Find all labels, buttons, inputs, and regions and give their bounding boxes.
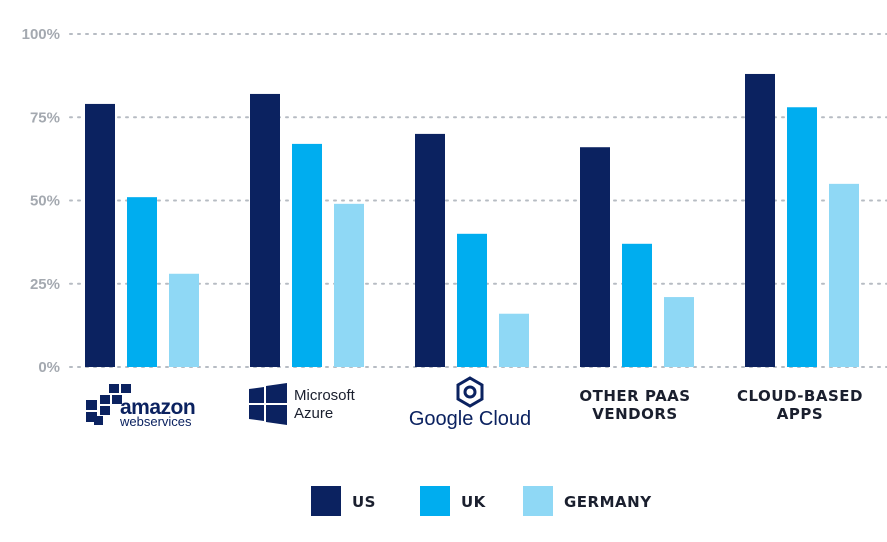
webservices-wordmark: webservices — [119, 414, 192, 429]
bar-us-4 — [745, 73, 775, 368]
bar-germany-4 — [829, 183, 859, 367]
y-tick-label: 0% — [38, 359, 60, 376]
legend-label-us: US — [352, 493, 376, 511]
y-tick-label: 25% — [30, 276, 60, 293]
bar-us-1 — [250, 93, 280, 367]
category-label-other-paas-line1: OTHER PAAS — [579, 387, 690, 405]
category-label-cloud-based-apps-line2: APPS — [777, 405, 823, 423]
bar-us-0 — [85, 103, 115, 368]
y-axis-ticks: 0% 25% 50% 75% 100% — [22, 26, 60, 376]
bar-germany-2 — [499, 313, 529, 367]
bar-us-2 — [415, 133, 445, 367]
category-label-other-paas: OTHER PAAS VENDORS — [579, 387, 690, 423]
y-tick-label: 100% — [22, 26, 60, 43]
bar-uk-1 — [292, 143, 322, 367]
bar-uk-2 — [457, 233, 487, 367]
google-cloud-hexagon-icon — [456, 376, 484, 408]
bar-uk-4 — [787, 107, 817, 367]
azure-line2: Azure — [294, 405, 333, 422]
y-tick-label: 50% — [30, 193, 60, 210]
legend-label-germany: GERMANY — [564, 493, 652, 511]
category-label-other-paas-line2: VENDORS — [592, 405, 677, 423]
bar-germany-3 — [664, 297, 694, 367]
category-label-cloud-based-apps: CLOUD-BASED APPS — [737, 387, 863, 423]
legend-swatch-germany — [523, 486, 553, 516]
bar-us-3 — [580, 147, 610, 367]
bars-layer — [85, 73, 859, 368]
legend-swatch-uk — [420, 486, 450, 516]
legend-swatch-us — [311, 486, 341, 516]
amazon-web-services-logo: amazon webservices — [86, 384, 196, 429]
azure-line1: Microsoft — [294, 387, 356, 404]
amazon-wordmark: amazon — [120, 396, 195, 419]
legend: US UK GERMANY — [311, 486, 652, 516]
bar-uk-0 — [127, 197, 157, 367]
bar-germany-1 — [334, 203, 364, 367]
category-label-cloud-based-apps-line1: CLOUD-BASED — [737, 387, 863, 405]
bar-germany-0 — [169, 273, 199, 367]
google-cloud-logo: Google Cloud — [409, 376, 531, 430]
google-cloud-wordmark: Google Cloud — [409, 408, 531, 430]
y-tick-label: 75% — [30, 109, 60, 126]
microsoft-azure-logo: Microsoft Azure — [249, 383, 356, 425]
bar-uk-3 — [622, 243, 652, 367]
windows-icon — [249, 383, 287, 425]
aws-cubes-icon — [86, 384, 131, 425]
legend-label-uk: UK — [461, 493, 487, 511]
